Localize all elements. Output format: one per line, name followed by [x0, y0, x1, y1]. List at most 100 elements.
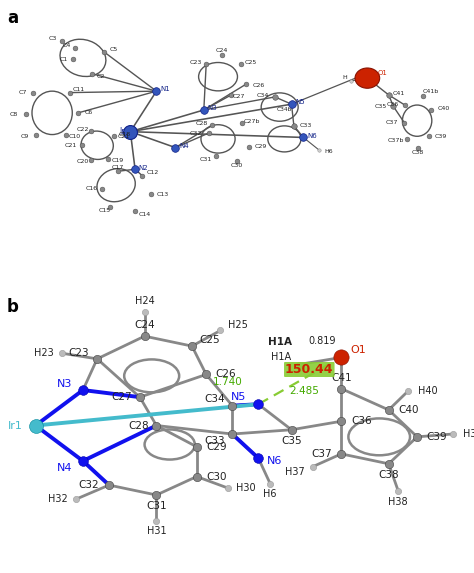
Text: C30: C30 [206, 472, 227, 481]
Text: H: H [343, 75, 347, 80]
Text: C4: C4 [62, 43, 71, 48]
Text: C29: C29 [206, 442, 227, 452]
Text: C21: C21 [118, 134, 130, 139]
Text: N1: N1 [160, 87, 170, 92]
Text: C31: C31 [146, 501, 167, 511]
Text: C24: C24 [216, 48, 228, 53]
Text: O1: O1 [378, 70, 387, 76]
Text: N2: N2 [139, 164, 148, 171]
Text: C1: C1 [60, 57, 68, 62]
Text: C17: C17 [111, 166, 124, 170]
Text: 1.740: 1.740 [213, 377, 242, 387]
Text: H30: H30 [236, 483, 255, 493]
Text: N3: N3 [57, 379, 73, 390]
Text: C41: C41 [331, 373, 352, 383]
Text: C16: C16 [85, 186, 98, 191]
Text: C35: C35 [375, 104, 387, 109]
Text: C23: C23 [69, 348, 90, 358]
Text: C6: C6 [84, 111, 93, 115]
Text: H38: H38 [388, 497, 408, 507]
Text: C37b: C37b [388, 138, 404, 143]
Text: N5: N5 [295, 100, 305, 105]
Text: C14: C14 [138, 211, 151, 217]
Text: H6: H6 [325, 149, 333, 154]
Text: C26: C26 [216, 370, 237, 379]
Text: H1A: H1A [268, 337, 292, 347]
Text: N6: N6 [267, 456, 283, 466]
Text: C5: C5 [109, 47, 118, 52]
Text: N3: N3 [208, 105, 217, 111]
Text: C12: C12 [146, 170, 159, 175]
Text: C24: C24 [134, 320, 155, 330]
Text: a: a [7, 9, 18, 27]
Text: C27: C27 [233, 94, 245, 99]
Text: C23: C23 [190, 60, 202, 65]
Text: Ir1: Ir1 [8, 421, 23, 430]
Text: C20: C20 [76, 159, 89, 164]
Text: C29: C29 [255, 144, 267, 150]
Text: C15: C15 [98, 208, 110, 213]
Text: C9: C9 [21, 134, 29, 139]
Text: C13: C13 [156, 192, 169, 197]
Text: N4: N4 [57, 463, 73, 473]
Text: C32: C32 [190, 131, 202, 136]
Text: C21: C21 [65, 143, 77, 148]
Text: C27b: C27b [244, 119, 260, 124]
Text: H24: H24 [135, 296, 155, 307]
Text: C40: C40 [398, 405, 419, 415]
Ellipse shape [355, 68, 380, 88]
Text: C34b: C34b [276, 108, 292, 112]
Text: C38: C38 [412, 150, 424, 155]
Text: C27: C27 [111, 392, 132, 402]
Text: H6: H6 [264, 489, 277, 500]
Text: O1: O1 [350, 346, 366, 355]
Text: C36: C36 [351, 416, 372, 426]
Text: C36: C36 [387, 101, 399, 107]
Text: C35: C35 [281, 435, 302, 446]
Text: Ir: Ir [119, 127, 125, 136]
Text: H32: H32 [48, 494, 68, 504]
Text: C30: C30 [231, 163, 243, 168]
Text: C39: C39 [435, 134, 447, 139]
Text: C33: C33 [204, 436, 225, 446]
Text: C37: C37 [311, 449, 332, 459]
Text: H31: H31 [146, 527, 166, 536]
Text: C22: C22 [76, 127, 89, 132]
Text: C38: C38 [378, 470, 399, 480]
Text: C2: C2 [97, 73, 105, 79]
Text: C33: C33 [300, 123, 312, 128]
Text: N5: N5 [231, 392, 246, 402]
Text: C25: C25 [200, 335, 220, 346]
Text: C34: C34 [256, 93, 269, 99]
Text: C25: C25 [245, 60, 257, 65]
Text: H39: H39 [463, 429, 474, 439]
Text: C41: C41 [393, 91, 405, 96]
Text: H23: H23 [34, 348, 54, 358]
Text: C8: C8 [10, 112, 18, 117]
Text: C41b: C41b [422, 89, 438, 94]
Text: C40: C40 [438, 106, 450, 111]
Text: C34: C34 [204, 394, 225, 403]
Text: C39: C39 [427, 432, 447, 442]
Text: b: b [7, 298, 19, 316]
Text: C28: C28 [196, 121, 208, 126]
Text: N6: N6 [307, 133, 317, 139]
Text: H25: H25 [228, 320, 248, 330]
Text: 2.485: 2.485 [290, 386, 319, 395]
Text: H40: H40 [418, 386, 438, 397]
Text: C28: C28 [128, 421, 149, 430]
Text: C10: C10 [69, 134, 81, 139]
Text: C7: C7 [18, 90, 27, 95]
Text: C37: C37 [386, 120, 398, 125]
Text: C31: C31 [200, 156, 212, 162]
Text: C3: C3 [49, 36, 57, 41]
Text: C11: C11 [73, 87, 85, 92]
Text: C18: C18 [118, 132, 130, 137]
Text: H37: H37 [285, 468, 305, 477]
Text: 0.819: 0.819 [309, 336, 336, 346]
Text: 150.44: 150.44 [285, 363, 334, 376]
Text: C26: C26 [253, 83, 265, 88]
Text: N4: N4 [179, 143, 189, 149]
Text: H1A: H1A [271, 352, 291, 363]
Text: C32: C32 [79, 480, 100, 490]
